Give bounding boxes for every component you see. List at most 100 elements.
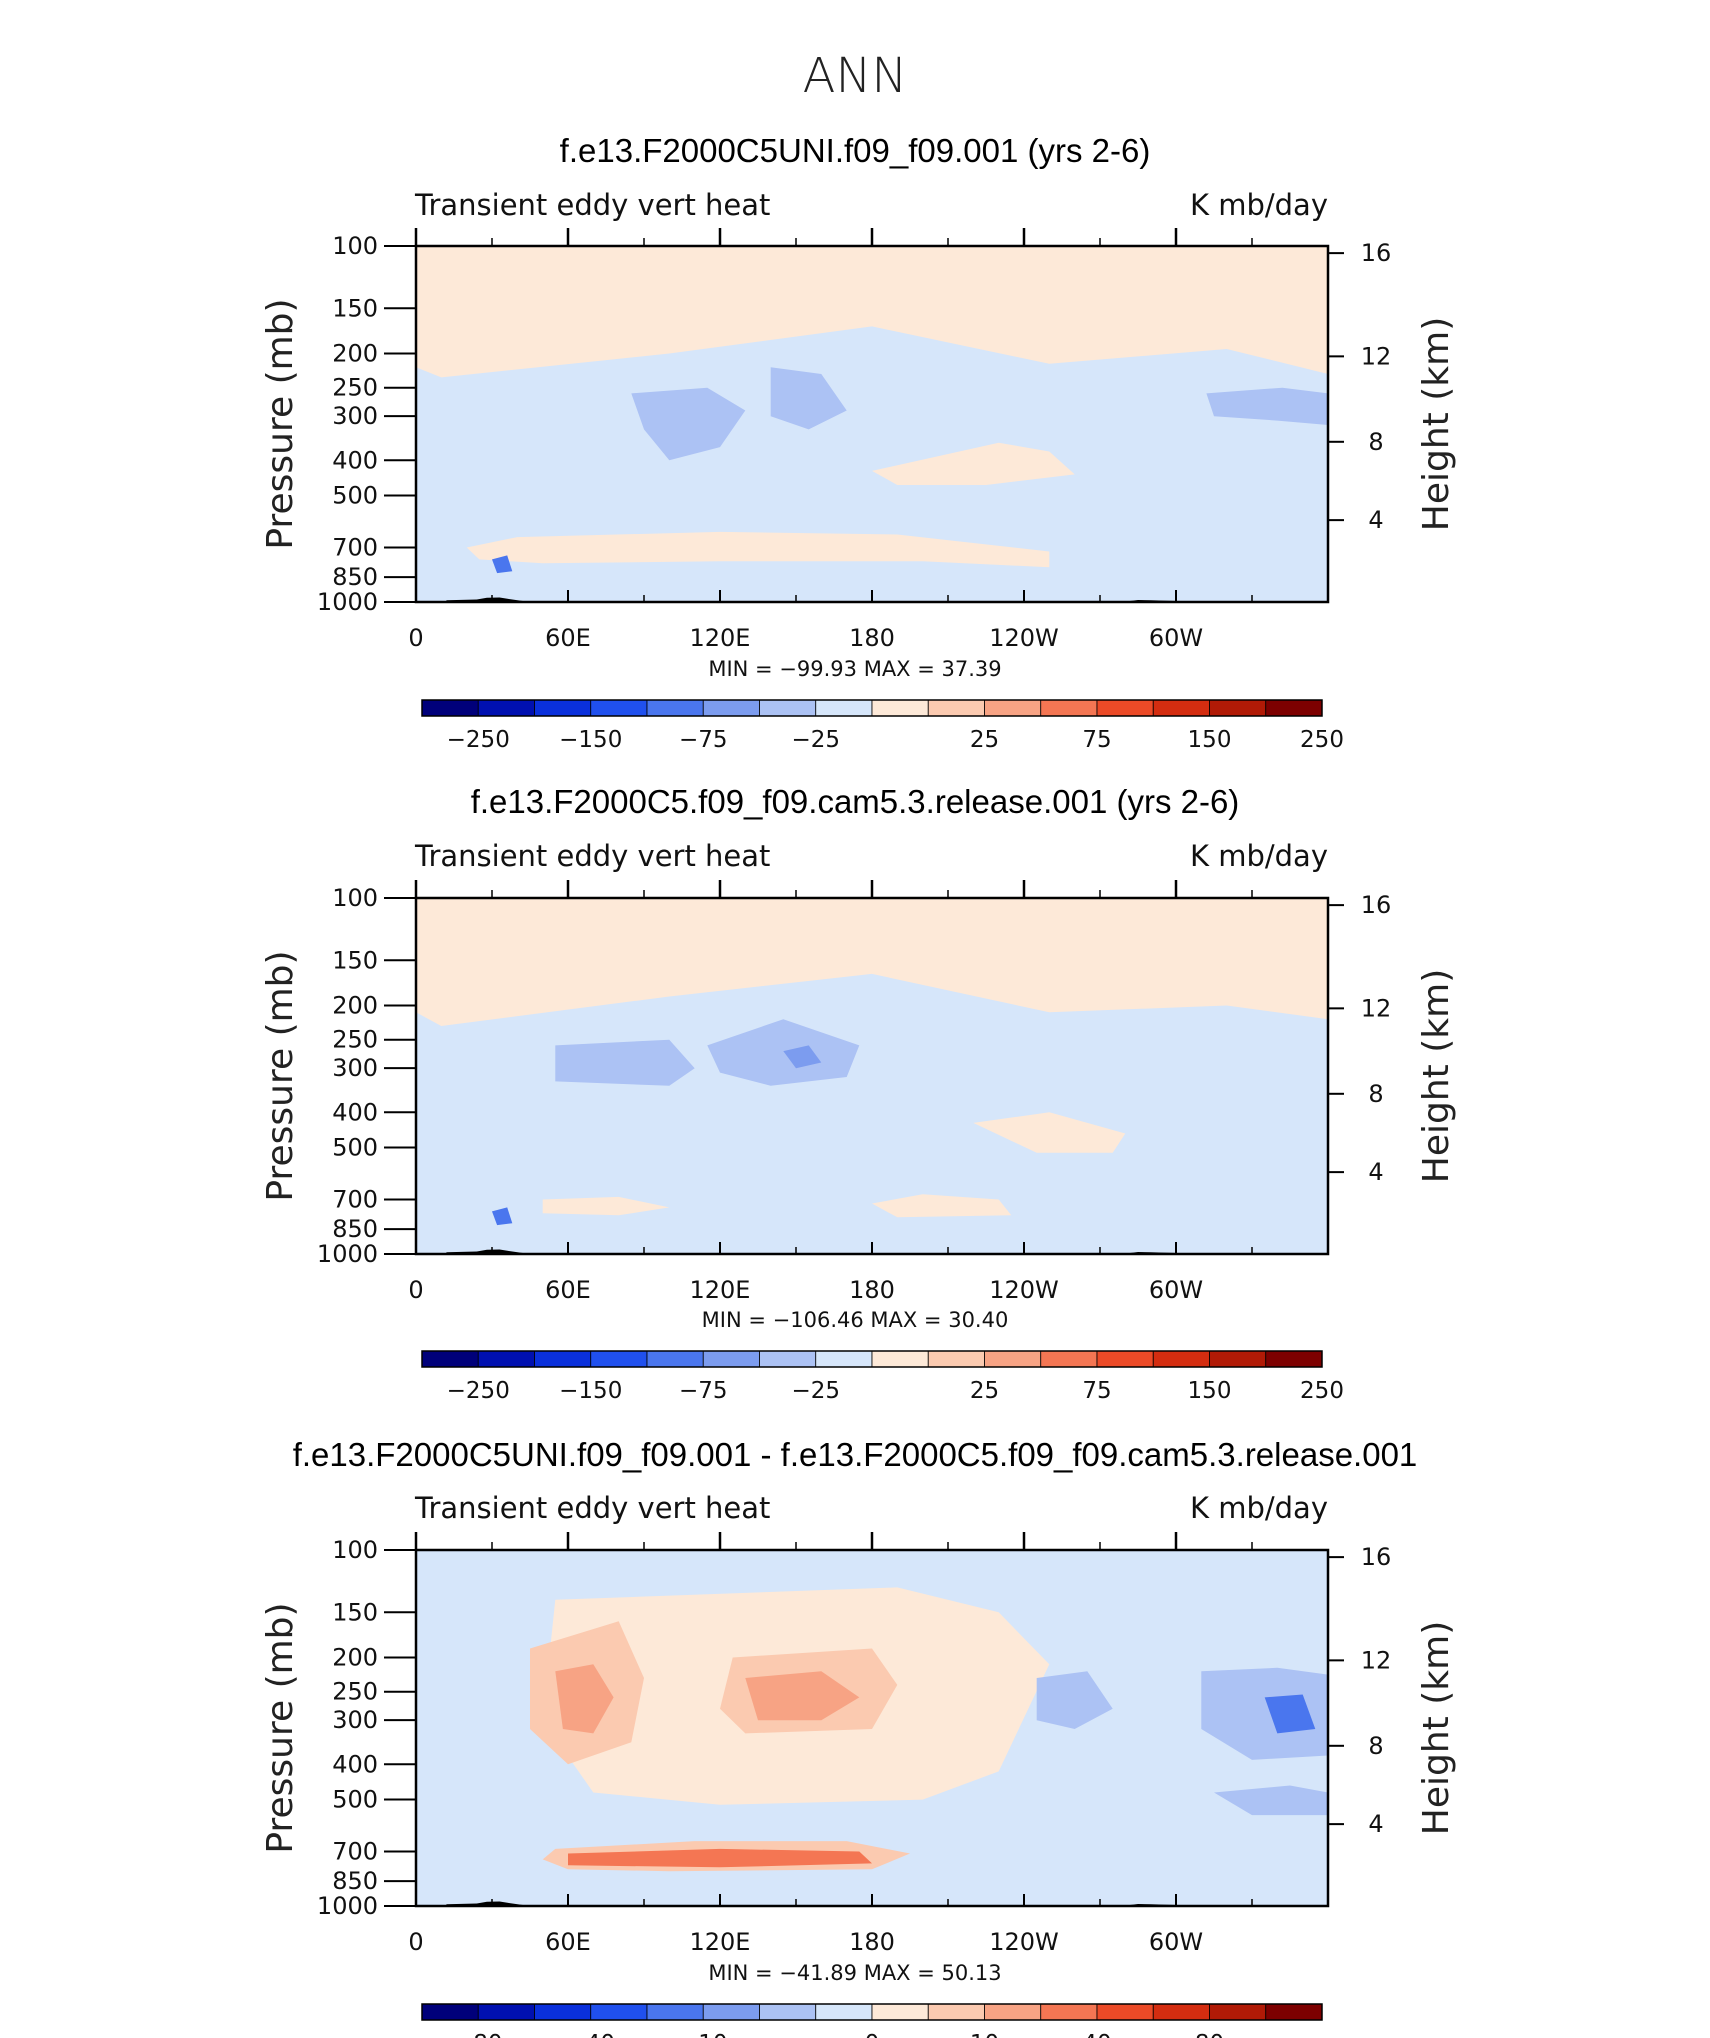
- y-tick-label: 300: [332, 1706, 378, 1734]
- y-tick-label: 500: [332, 482, 378, 510]
- colorbar-swatch: [534, 1350, 592, 1368]
- contour-region: [770, 367, 847, 430]
- colorbar-swatch: [590, 1350, 648, 1368]
- height-tick-label: 16: [1361, 891, 1392, 919]
- x-tick-label: 60E: [545, 1276, 591, 1304]
- x-tick-label: 0: [408, 624, 423, 652]
- colorbar-label: −80: [454, 2031, 503, 2038]
- colorbar-swatch: [984, 2003, 1042, 2021]
- x-tick-label: 180: [849, 1276, 895, 1304]
- min-max-label: MIN = −99.93 MAX = 37.39: [708, 657, 1001, 681]
- y-tick-label: 150: [332, 294, 378, 322]
- colorbar-frame: [421, 699, 1323, 717]
- contour-region: [466, 531, 1050, 568]
- colorbar-label: 75: [1082, 1378, 1111, 1404]
- panel-3: f.e13.F2000C5UNI.f09_f09.001 - f.e13.F20…: [260, 1436, 1457, 2038]
- contour-region: [707, 1019, 860, 1086]
- contour-region: [492, 1207, 513, 1226]
- colorbar-label: −250: [447, 727, 510, 753]
- y-tick-label: 850: [332, 563, 378, 591]
- y-tick-label: 300: [332, 1054, 378, 1082]
- colorbar-swatch: [927, 1350, 985, 1368]
- colorbar-label: −150: [559, 1378, 622, 1404]
- colorbar-label: −150: [559, 727, 622, 753]
- height-tick-label: 8: [1368, 1080, 1383, 1108]
- colorbar-swatch: [759, 699, 817, 717]
- contour-region: [872, 442, 1075, 485]
- contour-region: [555, 1039, 695, 1086]
- y-tick-label: 300: [332, 402, 378, 430]
- y-axis-label: Pressure (mb): [260, 1602, 301, 1853]
- colorbar-swatch: [421, 699, 479, 717]
- contour-region: [1206, 387, 1328, 425]
- contour-region: [631, 387, 746, 461]
- x-tick-label: 0: [408, 1928, 423, 1956]
- colorbar-label: 75: [1082, 727, 1111, 753]
- y-tick-label: 1000: [317, 1240, 378, 1268]
- x-tick-label: 120E: [690, 1928, 751, 1956]
- min-max-label: MIN = −41.89 MAX = 50.13: [708, 1961, 1001, 1985]
- colorbar-label: 250: [1300, 1378, 1344, 1404]
- y-tick-label: 200: [332, 992, 378, 1020]
- contour-region: [973, 1112, 1126, 1153]
- height-tick-label: 12: [1361, 994, 1392, 1022]
- colorbar-swatch: [477, 2003, 535, 2021]
- colorbar-swatch: [1040, 1350, 1098, 1368]
- x-tick-label: 0: [408, 1276, 423, 1304]
- colorbar-swatch: [1265, 1350, 1323, 1368]
- colorbar-swatch: [759, 2003, 817, 2021]
- colorbar-frame: [421, 1350, 1323, 1368]
- colorbar-swatch: [1096, 2003, 1154, 2021]
- y-tick-label: 250: [332, 1026, 378, 1054]
- colorbar-swatch: [1209, 2003, 1267, 2021]
- y-tick-label: 850: [332, 1867, 378, 1895]
- colorbar-swatch: [646, 1350, 704, 1368]
- y-axis-label: Pressure (mb): [260, 298, 301, 549]
- y-tick-label: 700: [332, 1838, 378, 1866]
- panel-title: f.e13.F2000C5UNI.f09_f09.001 (yrs 2-6): [560, 132, 1151, 169]
- y-tick-label: 250: [332, 1678, 378, 1706]
- x-tick-label: 60W: [1149, 1276, 1203, 1304]
- y-tick-label: 400: [332, 1098, 378, 1126]
- height-axis-label: Height (km): [1416, 317, 1457, 531]
- colorbar-swatch: [871, 2003, 929, 2021]
- colorbar-swatch: [1040, 699, 1098, 717]
- contour-region: [555, 1664, 614, 1734]
- panel-title: f.e13.F2000C5UNI.f09_f09.001 - f.e13.F20…: [293, 1436, 1418, 1473]
- y-tick-label: 400: [332, 446, 378, 474]
- y-tick-label: 400: [332, 1750, 378, 1778]
- colorbar-label: 80: [1195, 2031, 1224, 2038]
- colorbar-swatch: [646, 2003, 704, 2021]
- min-max-label: MIN = −106.46 MAX = 30.40: [702, 1308, 1009, 1332]
- colorbar-label: −75: [679, 727, 728, 753]
- x-tick-label: 60E: [545, 624, 591, 652]
- colorbar-swatch: [1265, 2003, 1323, 2021]
- contour-region: [542, 1196, 670, 1216]
- contour-region: [1264, 1694, 1316, 1734]
- colorbar-label: 150: [1188, 727, 1232, 753]
- contour-region: [568, 1848, 872, 1868]
- height-tick-label: 16: [1361, 239, 1392, 267]
- x-tick-label: 60W: [1149, 624, 1203, 652]
- x-tick-label: 120E: [690, 624, 751, 652]
- y-axis-label: Pressure (mb): [260, 950, 301, 1201]
- panel-1: f.e13.F2000C5UNI.f09_f09.001 (yrs 2-6) Tr…: [260, 132, 1457, 753]
- colorbar-swatch: [1096, 699, 1154, 717]
- x-tick-label: 120W: [989, 624, 1059, 652]
- colorbar-swatch: [1209, 699, 1267, 717]
- colorbar-swatch: [646, 699, 704, 717]
- y-tick-label: 100: [332, 1536, 378, 1564]
- y-tick-label: 1000: [317, 588, 378, 616]
- height-tick-label: 16: [1361, 1543, 1392, 1571]
- x-tick-label: 180: [849, 1928, 895, 1956]
- contour-region: [745, 1671, 860, 1721]
- colorbar-swatch: [590, 699, 648, 717]
- panel-2: f.e13.F2000C5.f09_f09.cam5.3.release.001…: [260, 783, 1457, 1404]
- y-tick-label: 100: [332, 232, 378, 260]
- contour-region: [492, 555, 513, 574]
- y-tick-label: 500: [332, 1786, 378, 1814]
- colorbar-swatch: [1209, 1350, 1267, 1368]
- colorbar-label: 250: [1300, 727, 1344, 753]
- height-tick-label: 12: [1361, 342, 1392, 370]
